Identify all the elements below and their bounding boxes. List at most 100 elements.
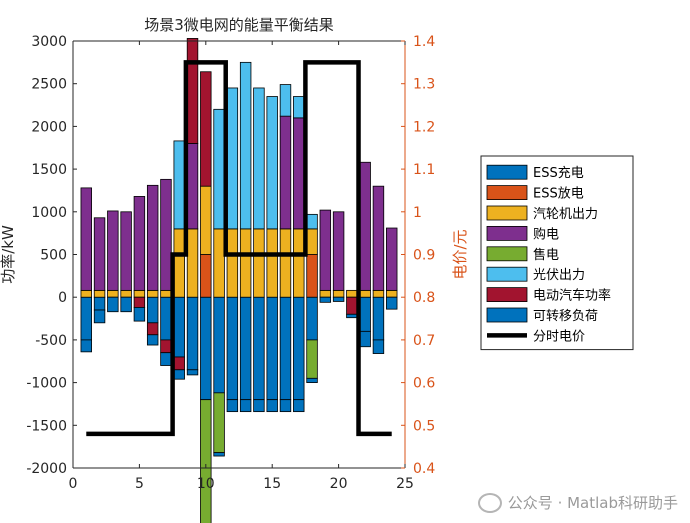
bar-8-hour-21 [346,313,358,319]
bar-4-hour-19 [319,209,332,291]
bar-1-hour-22 [359,296,371,332]
bar-8-hour-14 [253,399,265,413]
bar-3-hour-18 [306,228,318,255]
legend-label: ESS放电 [533,187,584,202]
legend-swatch-3 [486,205,528,221]
bar-1-hour-18 [306,296,318,341]
y2-tick-label: 0.6 [413,376,435,392]
bar-8-hour-12 [226,399,239,413]
legend-label: 汽轮机出力 [533,207,598,222]
legend-swatch-2 [486,185,528,201]
bar-8-hour-4 [120,296,132,313]
bar-8-hour-22 [359,330,371,348]
bar-5-hour-11 [213,392,225,454]
bar-3-hour-7 [160,289,172,298]
bar-8-hour-17 [293,399,305,413]
bar-7-hour-9 [186,38,199,144]
y-tick-label: 2500 [31,77,67,93]
bar-4-hour-5 [133,196,146,291]
bar-3-hour-23 [372,289,385,298]
bar-6-hour-17 [293,96,305,119]
x-tick-label: 15 [263,476,281,492]
bar-1-hour-9 [186,296,199,371]
bar-3-hour-17 [293,228,305,298]
legend-label: 可转移负荷 [533,309,598,324]
bar-8-hour-20 [332,296,345,302]
legend-swatch-5 [486,246,528,262]
bar-1-hour-17 [293,296,305,401]
bar-6-hour-13 [239,61,252,230]
bar-6-hour-18 [306,213,318,230]
bar-6-hour-15 [266,96,278,230]
bar-1-hour-8 [173,296,185,358]
y2-tick-label: 1.2 [413,119,435,135]
y-tick-label: 2000 [31,119,67,135]
bar-8-hour-9 [186,369,199,376]
bar-8-hour-13 [239,399,252,413]
bar-3-hour-12 [226,228,239,298]
bar-3-hour-5 [133,289,146,298]
x-tick-label: 20 [330,476,348,492]
y2-tick-label: 1.3 [413,77,435,93]
legend-swatch-8 [486,307,528,323]
bar-4-hour-4 [120,211,132,291]
watermark-text: 公众号 · Matlab科研助手 [507,494,678,512]
bar-3-hour-8 [173,228,185,298]
bar-5-hour-18 [306,339,318,379]
bar-3-hour-2 [93,289,106,298]
bar-8-hour-23 [372,339,385,354]
watermark: 公众号 · Matlab科研助手 [477,492,678,513]
y2-tick-label: 1.1 [413,162,435,178]
x-tick-label: 25 [396,476,414,492]
bar-1-hour-10 [200,296,212,401]
y-tick-label: 0 [58,290,67,306]
y2-tick-label: 1 [413,205,422,221]
bar-8-hour-5 [133,307,146,322]
bar-3-hour-22 [359,289,371,298]
y-axis-label: 功率/kW [0,225,17,284]
y-tick-label: 500 [40,248,67,264]
price-step-line [86,60,392,437]
y-tick-label: 1000 [31,205,67,221]
bar-8-hour-16 [279,399,292,413]
legend-label: 分时电价 [533,329,585,344]
legend-swatch-6 [486,266,528,282]
bar-4-hour-3 [107,210,119,291]
bar-3-hour-3 [107,289,119,298]
bar-1-hour-2 [93,296,106,311]
bar-3-hour-4 [120,289,132,298]
y-tick-label: -500 [35,333,67,349]
bar-3-hour-13 [239,228,252,298]
bar-1-hour-15 [266,296,278,401]
y2-tick-label: 1.4 [413,34,435,50]
bar-6-hour-14 [253,87,265,230]
bar-2-hour-10 [200,254,212,298]
bar-1-hour-16 [279,296,292,401]
bar-8-hour-3 [107,296,119,313]
bar-8-hour-18 [306,377,318,383]
bar-3-hour-16 [279,228,292,298]
bar-3-hour-14 [253,228,265,298]
bar-3-hour-21 [346,289,358,298]
bar-1-hour-12 [226,296,239,401]
bar-4-hour-9 [186,143,199,230]
legend-label: 购电 [533,226,559,242]
bar-3-hour-15 [266,228,278,298]
bar-1-hour-7 [160,296,172,341]
x-tick-label: 0 [69,476,78,492]
bar-3-hour-9 [186,228,199,298]
y-tick-label: 3000 [31,34,67,50]
bar-3-hour-11 [213,228,225,298]
y-tick-label: -2000 [26,461,67,477]
legend-label: ESS充电 [533,165,584,181]
bar-4-hour-17 [293,117,305,230]
legend-swatch-1 [486,164,528,180]
bar-1-hour-11 [213,296,225,394]
y2-tick-label: 0.7 [413,333,435,349]
y2-tick-label: 0.9 [413,248,435,264]
bar-7-hour-5 [133,296,146,308]
bar-4-hour-24 [386,227,398,291]
x-tick-label: 10 [197,476,215,492]
